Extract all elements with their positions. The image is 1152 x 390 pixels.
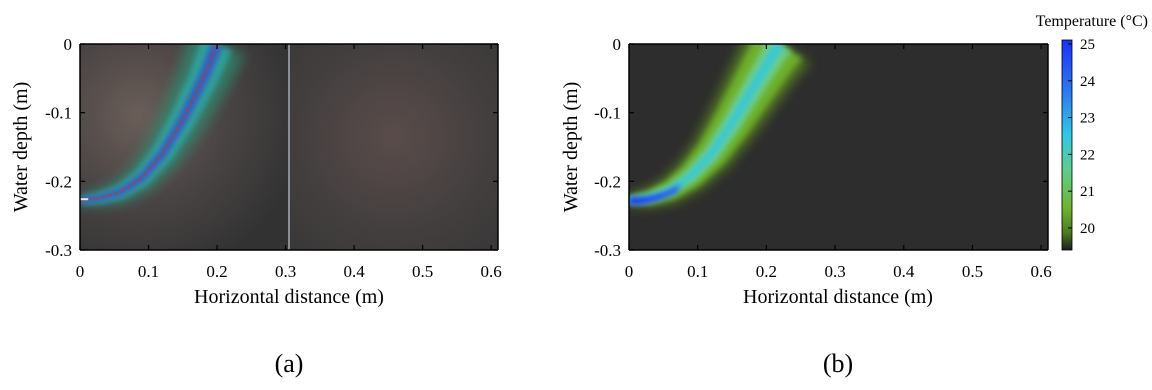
panel-b-ylabel: Water depth (m) bbox=[560, 82, 582, 213]
colorbar-tick-label: 23 bbox=[1080, 111, 1095, 127]
y-tick-label: 0 bbox=[64, 35, 73, 54]
plume-a bbox=[80, 44, 245, 207]
colorbar-title: Temperature (°C) bbox=[1036, 13, 1148, 30]
colorbar-tick-label: 25 bbox=[1080, 37, 1095, 53]
y-tick-label: 0 bbox=[613, 35, 622, 54]
x-tick-label: 0.3 bbox=[275, 262, 296, 281]
y-tick-label: -0.3 bbox=[594, 241, 621, 260]
colorbar-tick-label: 22 bbox=[1080, 147, 1095, 163]
photo-background bbox=[80, 44, 498, 250]
x-tick-label: 0.5 bbox=[962, 262, 983, 281]
x-tick-label: 0.2 bbox=[206, 262, 227, 281]
panel-b-xlabel: Horizontal distance (m) bbox=[743, 286, 933, 308]
colorbar-tick-label: 21 bbox=[1080, 184, 1095, 200]
colorbar-tick-label: 24 bbox=[1080, 74, 1096, 90]
x-tick-label: 0.6 bbox=[1031, 262, 1052, 281]
axes-b: 0 0.1 0.2 0.3 0.4 0.5 0.6 0 -0.1 -0.2 -0.3 bbox=[594, 35, 1052, 281]
y-tick-label: -0.1 bbox=[594, 104, 621, 123]
panel-a: 0 0.1 0.2 0.3 0.4 0.5 0.6 0 -0.1 -0.2 -0.3 Horizon… bbox=[10, 35, 502, 378]
x-tick-label: 0 bbox=[76, 262, 85, 281]
colorbar-ticks: 20 21 22 23 24 25 bbox=[1068, 37, 1096, 237]
x-tick-label: 0.1 bbox=[138, 262, 159, 281]
x-tick-label: 0.4 bbox=[343, 262, 365, 281]
colorbar-tick-label: 20 bbox=[1080, 221, 1095, 237]
plume-core bbox=[80, 44, 223, 204]
x-tick-label: 0 bbox=[625, 262, 634, 281]
panel-a-caption: (a) bbox=[275, 349, 304, 378]
x-tick-label: 0.5 bbox=[412, 262, 433, 281]
centerline-dashed bbox=[80, 44, 218, 202]
x-tick-label: 0.4 bbox=[893, 262, 915, 281]
simulation-field bbox=[629, 44, 1048, 250]
temperature-colorbar: 20 21 22 23 24 25 Temperature (°C) bbox=[1036, 13, 1148, 251]
axes-a: 0 0.1 0.2 0.3 0.4 0.5 0.6 0 -0.1 -0.2 -0.3 bbox=[45, 35, 502, 281]
panel-a-ylabel: Water depth (m) bbox=[10, 82, 32, 213]
panel-b-caption: (b) bbox=[823, 349, 853, 378]
panel-b: 0 0.1 0.2 0.3 0.4 0.5 0.6 0 -0.1 -0.2 -0.3 Horizon… bbox=[560, 13, 1148, 378]
panel-a-xlabel: Horizontal distance (m) bbox=[194, 286, 384, 308]
plume-warm bbox=[629, 44, 785, 204]
x-tick-label: 0.3 bbox=[824, 262, 845, 281]
y-tick-label: -0.2 bbox=[45, 172, 72, 191]
x-tick-label: 0.6 bbox=[481, 262, 502, 281]
y-tick-label: -0.3 bbox=[45, 241, 72, 260]
x-tick-label: 0.1 bbox=[687, 262, 708, 281]
plume-b bbox=[629, 44, 811, 207]
plume-hot-core bbox=[629, 184, 681, 205]
y-tick-label: -0.2 bbox=[594, 172, 621, 191]
plume-warm bbox=[80, 44, 232, 205]
x-tick-label: 0.2 bbox=[756, 262, 777, 281]
y-tick-label: -0.1 bbox=[45, 104, 72, 123]
